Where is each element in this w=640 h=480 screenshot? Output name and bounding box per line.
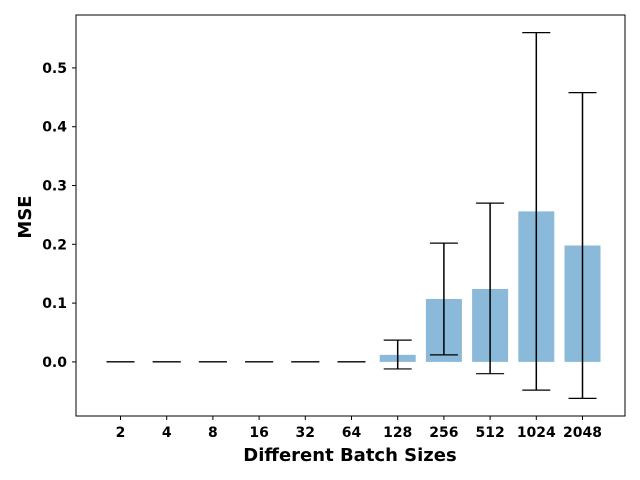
y-tick-label-0.3: 0.3 bbox=[42, 179, 67, 195]
x-tick-label-128: 128 bbox=[383, 425, 412, 441]
x-tick-label-64: 64 bbox=[342, 425, 362, 441]
x-tick-label-8: 8 bbox=[208, 425, 218, 441]
x-tick-label-512: 512 bbox=[475, 425, 504, 441]
y-tick-label-0.2: 0.2 bbox=[42, 237, 67, 253]
x-tick-label-256: 256 bbox=[429, 425, 458, 441]
x-axis: 2 4 8 16 32 64 128 256 512 1024 2048 bbox=[116, 416, 602, 441]
x-tick-label-1024: 1024 bbox=[517, 425, 556, 441]
x-tick-label-2048: 2048 bbox=[563, 425, 602, 441]
errorbars-group bbox=[106, 32, 597, 399]
y-tick-label-0.5: 0.5 bbox=[42, 61, 67, 77]
x-axis-label: Different Batch Sizes bbox=[243, 445, 456, 466]
x-tick-label-4: 4 bbox=[162, 425, 172, 441]
y-tick-label-0.4: 0.4 bbox=[42, 120, 67, 136]
y-axis-label: MSE bbox=[15, 195, 36, 238]
y-axis: 0.0 0.1 0.2 0.3 0.4 0.5 bbox=[42, 61, 76, 371]
x-tick-label-2: 2 bbox=[116, 425, 126, 441]
y-tick-label-0.0: 0.0 bbox=[42, 355, 67, 371]
plot-frame bbox=[75, 14, 626, 417]
y-tick-label-0.1: 0.1 bbox=[42, 296, 67, 312]
x-tick-label-32: 32 bbox=[296, 425, 315, 441]
x-tick-label-16: 16 bbox=[249, 425, 268, 441]
